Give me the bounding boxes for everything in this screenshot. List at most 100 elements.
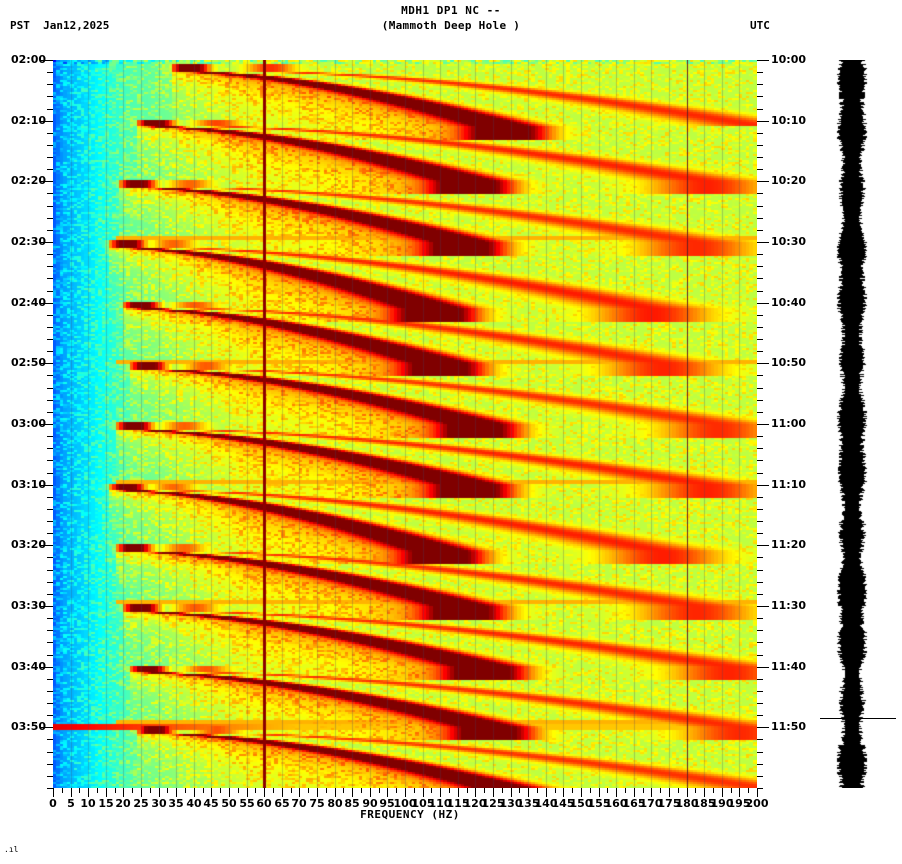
frequency-label: 25: [133, 797, 149, 810]
frequency-label: 150: [569, 797, 593, 810]
time-axis-minor-tick: [47, 278, 53, 279]
time-axis-minor-tick: [757, 351, 763, 352]
time-axis-minor-tick: [757, 739, 763, 740]
spectrogram-image: [53, 60, 757, 788]
frequency-axis-major-tick: [282, 788, 283, 797]
frequency-axis-major-tick: [352, 788, 353, 797]
seismogram-trace-panel[interactable]: [820, 60, 896, 788]
frequency-axis-major-tick: [123, 788, 124, 797]
frequency-axis-minor-tick: [502, 788, 503, 793]
time-axis-minor-tick: [47, 351, 53, 352]
time-axis-minor-tick: [47, 703, 53, 704]
time-axis-major-tick: [41, 606, 53, 607]
time-axis-minor-tick: [757, 436, 763, 437]
frequency-axis-major-tick: [739, 788, 740, 797]
frequency-label: 65: [274, 797, 290, 810]
frequency-axis-major-tick: [563, 788, 564, 797]
time-axis-minor-tick: [757, 218, 763, 219]
time-axis-minor-tick: [47, 218, 53, 219]
frequency-axis-major-tick: [159, 788, 160, 797]
time-axis-minor-tick: [757, 788, 763, 789]
time-axis-minor-tick: [47, 388, 53, 389]
frequency-axis-minor-tick: [484, 788, 485, 793]
time-axis-minor-tick: [757, 703, 763, 704]
time-axis-major-tick: [41, 60, 53, 61]
time-label-utc: 11:20: [771, 538, 807, 551]
frequency-axis-minor-tick: [537, 788, 538, 793]
time-axis-minor-tick: [47, 642, 53, 643]
frequency-axis-minor-tick: [361, 788, 362, 793]
frequency-axis-major-tick: [194, 788, 195, 797]
time-axis-minor-tick: [47, 266, 53, 267]
time-label-utc: 11:40: [771, 660, 807, 673]
frequency-axis-major-tick: [264, 788, 265, 797]
time-axis-minor-tick: [757, 266, 763, 267]
frequency-axis-minor-tick: [326, 788, 327, 793]
left-timezone-date: PST Jan12,2025: [10, 19, 109, 32]
frequency-label: 155: [587, 797, 611, 810]
frequency-axis-major-tick: [88, 788, 89, 797]
time-axis-minor-tick: [757, 169, 763, 170]
time-axis-minor-tick: [757, 642, 763, 643]
time-axis-minor-tick: [47, 157, 53, 158]
time-axis-minor-tick: [47, 436, 53, 437]
frequency-axis-minor-tick: [590, 788, 591, 793]
frequency-axis-major-tick: [229, 788, 230, 797]
time-axis-minor-tick: [47, 582, 53, 583]
frequency-axis-major-tick: [335, 788, 336, 797]
time-label-utc: 10:10: [771, 114, 807, 127]
page-subtitle: (Mammoth Deep Hole ): [381, 19, 521, 32]
time-axis-minor-tick: [47, 96, 53, 97]
frequency-label: 125: [481, 797, 505, 810]
time-axis-major-tick: [757, 424, 769, 425]
time-axis-minor-tick: [757, 570, 763, 571]
time-axis-minor-tick: [47, 655, 53, 656]
frequency-label: 55: [239, 797, 255, 810]
frequency-axis-minor-tick: [607, 788, 608, 793]
frequency-label: 110: [428, 797, 452, 810]
frequency-axis-major-tick: [651, 788, 652, 797]
time-label-utc: 10:00: [771, 53, 807, 66]
frequency-axis-minor-tick: [308, 788, 309, 793]
time-axis-minor-tick: [47, 739, 53, 740]
time-axis-minor-tick: [757, 193, 763, 194]
frequency-label: 45: [203, 797, 219, 810]
time-axis-minor-tick: [47, 715, 53, 716]
frequency-axis-major-tick: [440, 788, 441, 797]
frequency-label: 185: [692, 797, 716, 810]
time-axis-minor-tick: [47, 509, 53, 510]
time-axis-minor-tick: [757, 448, 763, 449]
time-axis-minor-tick: [757, 254, 763, 255]
time-axis-minor-tick: [757, 327, 763, 328]
time-axis-minor-tick: [757, 557, 763, 558]
frequency-axis-minor-tick: [572, 788, 573, 793]
time-axis-minor-tick: [47, 109, 53, 110]
time-axis-minor-tick: [757, 630, 763, 631]
frequency-label: 80: [327, 797, 343, 810]
frequency-axis-minor-tick: [449, 788, 450, 793]
frequency-axis-major-tick: [71, 788, 72, 797]
frequency-label: 70: [291, 797, 307, 810]
frequency-axis-title: FREQUENCY (HZ): [360, 808, 460, 821]
time-axis-minor-tick: [757, 655, 763, 656]
frequency-axis-minor-tick: [414, 788, 415, 793]
frequency-axis-major-tick: [176, 788, 177, 797]
frequency-axis-major-tick: [387, 788, 388, 797]
right-timezone-label: UTC: [750, 19, 770, 32]
time-axis-minor-tick: [757, 375, 763, 376]
time-axis-minor-tick: [47, 206, 53, 207]
time-axis-minor-tick: [47, 473, 53, 474]
time-axis-minor-tick: [47, 315, 53, 316]
frequency-axis-major-tick: [493, 788, 494, 797]
time-label-utc: 11:10: [771, 478, 807, 491]
frequency-axis-minor-tick: [643, 788, 644, 793]
frequency-axis-minor-tick: [273, 788, 274, 793]
time-axis-major-tick: [757, 303, 769, 304]
time-axis-minor-tick: [757, 84, 763, 85]
time-axis-major-tick: [757, 363, 769, 364]
frequency-axis-minor-tick: [660, 788, 661, 793]
time-axis-minor-tick: [757, 339, 763, 340]
frequency-axis-major-tick: [687, 788, 688, 797]
spectrogram-plot[interactable]: [53, 60, 757, 788]
